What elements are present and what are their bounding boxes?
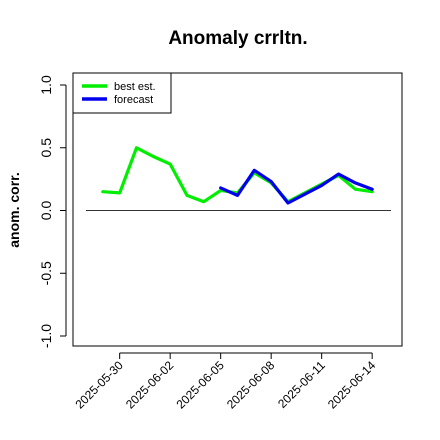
series-layer	[101, 146, 374, 205]
y-axis-label: anom. corr.	[6, 172, 22, 247]
chart-title: Anomaly crrltn.	[168, 28, 307, 49]
legend: best est.forecast	[72, 72, 172, 114]
plot-area-frame	[72, 72, 403, 347]
y-axis: -1.0 -0.5 0.0 0.5 1.0	[38, 75, 67, 348]
y-tick-label: -0.5	[38, 261, 54, 285]
y-tick-label: -1.0	[38, 324, 54, 348]
x-tick-label: 2025-06-05	[173, 358, 227, 412]
x-tick-label: 2025-06-14	[325, 358, 379, 412]
legend-box	[72, 72, 172, 114]
legend-label: best est.	[114, 81, 156, 93]
x-tick-label: 2025-06-08	[224, 358, 278, 412]
legend-label: forecast	[114, 94, 153, 106]
y-tick-label: 0.5	[38, 138, 54, 158]
y-tick-label: 0.0	[38, 201, 54, 221]
x-tick-label: 2025-06-02	[123, 358, 177, 412]
series-line-1	[219, 168, 374, 205]
x-tick-label: 2025-05-30	[72, 358, 126, 412]
y-tick-label: 1.0	[38, 75, 54, 95]
x-axis: 2025-05-302025-06-022025-06-052025-06-08…	[72, 352, 379, 412]
x-tick-label: 2025-06-11	[275, 358, 328, 411]
